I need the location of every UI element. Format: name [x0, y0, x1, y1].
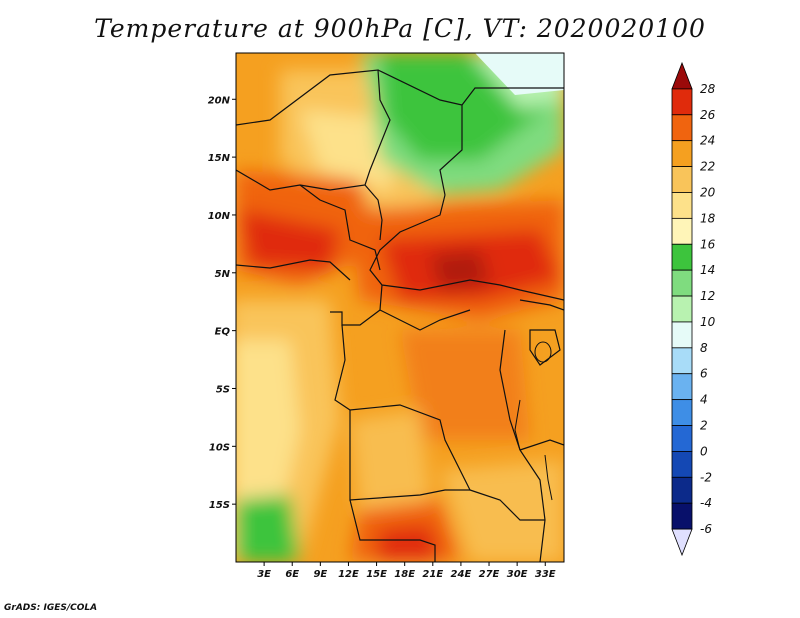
lon-tick-label: 12E — [338, 569, 359, 580]
colorbar-label: 4 — [700, 393, 708, 407]
colorbar-swatch — [671, 295, 693, 323]
lon-tick-label: 9E — [313, 569, 327, 580]
colorbar-label: -2 — [700, 470, 712, 484]
lat-tick-label: 15S — [209, 500, 230, 511]
footer-credit: GrADS: IGES/COLA — [4, 603, 98, 613]
latitude-axis: 20N 15N 10N 5N EQ 5S 10S 15S — [208, 95, 236, 511]
lon-tick-label: 3E — [257, 569, 271, 580]
lon-tick-label: 18E — [394, 569, 415, 580]
colorbar-label: 26 — [700, 108, 716, 122]
colorbar-swatch — [671, 88, 693, 116]
colorbar-label: 24 — [700, 134, 715, 148]
colorbar-swatch — [671, 269, 693, 297]
colorbar-swatch — [671, 217, 693, 245]
colorbar-label: -4 — [700, 496, 712, 510]
colorbar-swatch — [671, 192, 693, 219]
country-borders — [236, 69, 564, 562]
lon-tick-label: 24E — [451, 569, 472, 580]
lon-tick-label: 27E — [479, 569, 500, 580]
colorbar-label: 6 — [700, 367, 708, 381]
lat-tick-label: 5N — [215, 269, 231, 280]
lon-tick-label: 6E — [285, 569, 299, 580]
lon-tick-label: 33E — [535, 569, 556, 580]
longitude-axis: 3E 6E 9E 12E 15E 18E 21E 24E 27E 30E 33E — [257, 562, 556, 580]
lat-tick-label: 5S — [216, 384, 230, 395]
lon-tick-label: 15E — [366, 569, 387, 580]
colorbar-label: 2 — [700, 419, 708, 433]
lakes — [514, 341, 553, 501]
colorbar-swatch — [671, 502, 693, 530]
colorbar-label: -6 — [700, 522, 712, 536]
lat-tick-label: 10N — [208, 211, 231, 222]
lon-tick-label: 30E — [507, 569, 528, 580]
map-frame — [235, 52, 565, 563]
colorbar-swatch — [671, 140, 693, 167]
colorbar-label: 14 — [700, 263, 715, 277]
colorbar-swatch — [671, 476, 693, 504]
colorbar-label: 20 — [700, 185, 716, 199]
colorbar-swatch — [671, 347, 693, 375]
lat-tick-label: 15N — [208, 153, 231, 164]
map-title: Temperature at 900hPa [C], VT: 202002010… — [94, 14, 706, 43]
colorbar-swatch — [671, 166, 693, 193]
colorbar-label: 16 — [700, 237, 716, 251]
colorbar-label: 10 — [700, 315, 716, 329]
colorbar-label: 12 — [700, 289, 715, 303]
colorbar-label: 18 — [700, 211, 716, 225]
colorbar-swatch — [671, 399, 693, 426]
lat-tick-label: EQ — [215, 327, 231, 338]
temperature-field — [236, 53, 564, 562]
colorbar-label: 28 — [700, 82, 716, 96]
lon-tick-label: 21E — [422, 569, 443, 580]
colorbar-bottom-triangle — [671, 528, 693, 557]
colorbar-swatch — [671, 243, 693, 271]
colorbar-label: 22 — [700, 160, 715, 174]
colorbar-label: 8 — [700, 341, 708, 355]
colorbar-label: 0 — [700, 444, 708, 458]
lat-tick-label: 10S — [209, 442, 230, 453]
colorbar-swatch — [671, 114, 693, 142]
colorbar-top-triangle — [671, 61, 693, 90]
colorbar-swatch — [671, 373, 693, 401]
colorbar-swatch — [671, 425, 693, 452]
colorbar-swatch — [671, 451, 693, 478]
colorbar-swatch — [671, 321, 693, 349]
lat-tick-label: 20N — [208, 95, 231, 106]
